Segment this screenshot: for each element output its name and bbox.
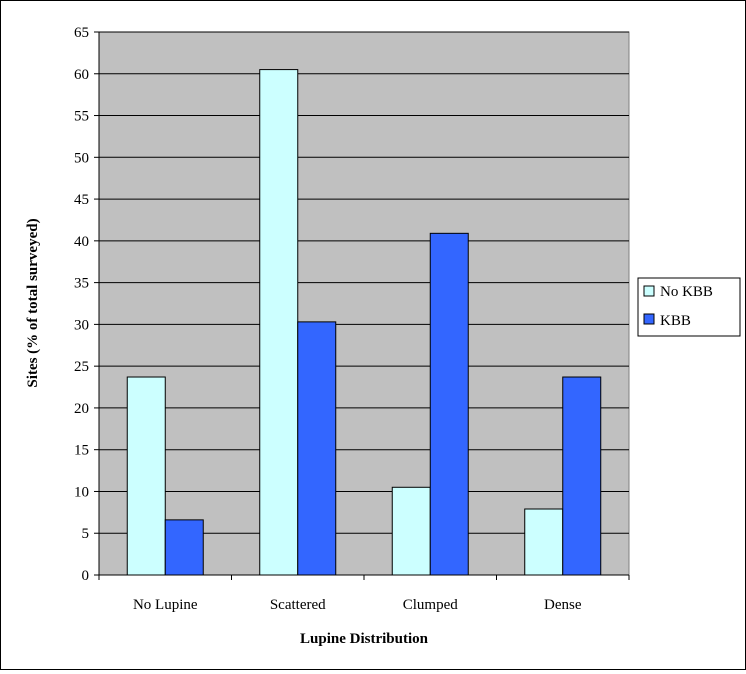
- bar-kbb-no-lupine: [164, 519, 204, 576]
- x-axis-label: Lupine Distribution: [300, 631, 429, 647]
- y-tick-label: 5: [82, 526, 90, 542]
- bar-kbb-clumped: [429, 232, 469, 576]
- x-tick-labels: No Lupine Scattered Clumped Dense: [133, 597, 582, 613]
- legend-label-no-kbb: No KBB: [660, 284, 713, 300]
- y-tick-label: 40: [74, 234, 89, 250]
- y-tick-label: 20: [74, 401, 89, 417]
- bar-kbb-dense: [562, 376, 602, 576]
- plot-area: [98, 31, 630, 576]
- x-tick-label: Scattered: [270, 597, 326, 613]
- y-tick-label: 30: [74, 317, 89, 333]
- y-tick-label: 65: [74, 25, 89, 41]
- bars: [126, 69, 602, 576]
- legend-swatch-no-kbb: [643, 285, 655, 297]
- legend-swatch-kbb: [643, 313, 655, 325]
- y-tick-label: 35: [74, 276, 89, 292]
- legend-box: [637, 277, 741, 337]
- y-tick-label: 10: [74, 484, 89, 500]
- legend-label-kbb: KBB: [660, 313, 691, 329]
- x-tick-label: No Lupine: [133, 597, 198, 613]
- bar-no-kbb-dense: [524, 508, 564, 576]
- legend: No KBB KBB: [637, 277, 741, 337]
- y-tick-label: 0: [82, 568, 90, 584]
- y-tick-labels: 0 5 10 15 20 25 30 35 40 45 50 55 60 65: [74, 25, 89, 584]
- y-tick-label: 50: [74, 150, 89, 166]
- y-tick-label: 45: [74, 192, 89, 208]
- y-tick-label: 60: [74, 67, 89, 83]
- bar-no-kbb-no-lupine: [126, 376, 166, 576]
- y-tick-label: 25: [74, 359, 89, 375]
- x-tick-label: Clumped: [403, 597, 458, 613]
- axes: [94, 31, 630, 580]
- y-tick-label: 15: [74, 443, 89, 459]
- bar-kbb-scattered: [297, 321, 337, 576]
- y-axis-label: Sites (% of total surveyed): [25, 218, 41, 387]
- bar-no-kbb-scattered: [259, 69, 299, 576]
- gridlines: [99, 31, 629, 534]
- bar-no-kbb-clumped: [391, 486, 431, 576]
- y-tick-label: 55: [74, 109, 89, 125]
- x-tick-label: Dense: [544, 597, 582, 613]
